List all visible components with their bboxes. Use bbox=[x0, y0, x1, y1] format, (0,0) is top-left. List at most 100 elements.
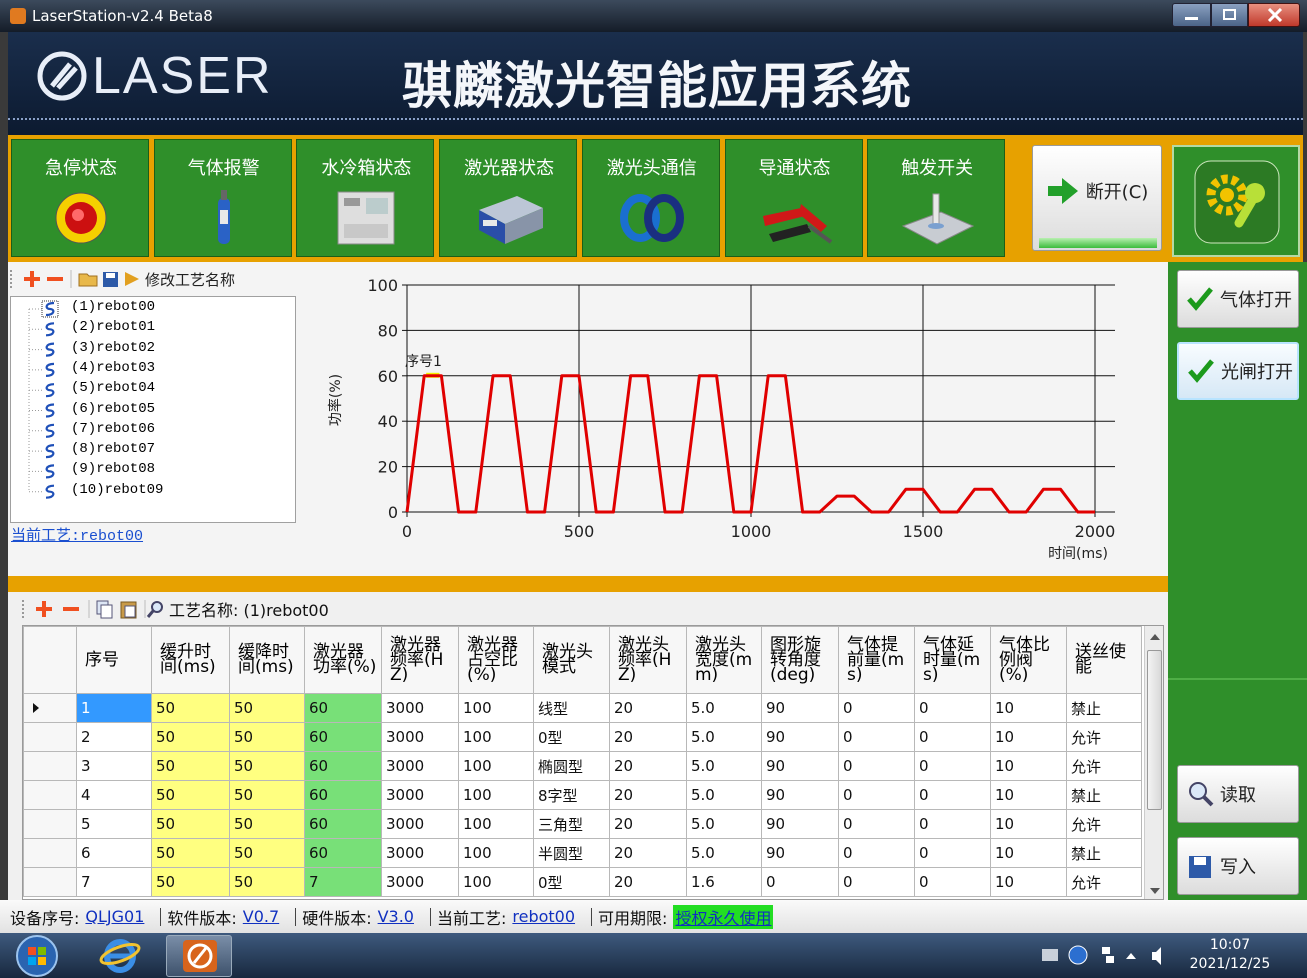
table-cell[interactable]: 20 bbox=[610, 781, 687, 810]
rename-tool[interactable] bbox=[125, 272, 139, 286]
table-cell[interactable]: 6 bbox=[77, 839, 152, 868]
table-cell[interactable]: 3000 bbox=[382, 781, 459, 810]
table-cell[interactable]: 60 bbox=[305, 694, 382, 723]
table-cell[interactable]: 禁止 bbox=[1067, 694, 1142, 723]
table-cell[interactable]: 0 bbox=[839, 810, 915, 839]
status-value[interactable]: V0.7 bbox=[243, 907, 287, 926]
table-cell[interactable]: 4 bbox=[77, 781, 152, 810]
column-header[interactable]: 送丝使能 bbox=[1067, 627, 1142, 694]
table-cell[interactable]: 50 bbox=[230, 752, 305, 781]
table-cell[interactable]: 10 bbox=[991, 868, 1067, 897]
column-header[interactable]: 缓降时间(ms) bbox=[230, 627, 305, 694]
table-cell[interactable]: 5.0 bbox=[687, 752, 762, 781]
table-cell[interactable]: 90 bbox=[762, 694, 839, 723]
table-cell[interactable]: 0 bbox=[839, 839, 915, 868]
control-button[interactable]: 光闸打开 bbox=[1177, 342, 1299, 400]
search-tool[interactable] bbox=[152, 602, 162, 612]
table-cell[interactable]: 10 bbox=[991, 752, 1067, 781]
app-task[interactable] bbox=[166, 935, 232, 977]
row-header[interactable] bbox=[24, 839, 77, 868]
column-header[interactable]: 激光器占空比(%) bbox=[459, 627, 534, 694]
table-cell[interactable]: 50 bbox=[230, 810, 305, 839]
column-header[interactable]: 激光器功率(%) bbox=[305, 627, 382, 694]
tree-item[interactable]: (3)rebot02 bbox=[71, 340, 155, 356]
minimize-button[interactable] bbox=[1172, 3, 1211, 27]
column-header[interactable]: 缓升时间(ms) bbox=[152, 627, 230, 694]
tree-item[interactable]: (6)rebot05 bbox=[71, 401, 155, 417]
scroll-up[interactable] bbox=[1150, 634, 1160, 640]
table-cell[interactable]: 60 bbox=[305, 839, 382, 868]
table-cell[interactable]: 100 bbox=[459, 810, 534, 839]
status-value[interactable]: QLJG01 bbox=[85, 907, 152, 926]
table-cell[interactable]: 20 bbox=[610, 810, 687, 839]
table-cell[interactable]: 0 bbox=[915, 752, 991, 781]
table-cell[interactable]: 90 bbox=[762, 810, 839, 839]
table-cell[interactable]: 允许 bbox=[1067, 868, 1142, 897]
table-cell[interactable]: 50 bbox=[152, 868, 230, 897]
table-cell[interactable]: 50 bbox=[230, 868, 305, 897]
row-header[interactable] bbox=[24, 868, 77, 897]
table-cell[interactable]: 10 bbox=[991, 781, 1067, 810]
table-cell[interactable]: 50 bbox=[152, 694, 230, 723]
column-header[interactable]: 激光头宽度(mm) bbox=[687, 627, 762, 694]
status-value[interactable]: rebot00 bbox=[512, 907, 583, 926]
table-cell[interactable]: 100 bbox=[459, 839, 534, 868]
table-cell[interactable]: 20 bbox=[610, 839, 687, 868]
status-value[interactable]: V3.0 bbox=[378, 907, 422, 926]
table-cell[interactable]: 0 bbox=[915, 723, 991, 752]
table-cell[interactable]: 60 bbox=[305, 723, 382, 752]
table-cell[interactable]: 0型 bbox=[534, 868, 610, 897]
table-cell[interactable]: 1.6 bbox=[687, 868, 762, 897]
control-button[interactable]: 读取 bbox=[1177, 765, 1299, 823]
tree-item[interactable]: (4)rebot03 bbox=[71, 360, 155, 376]
column-header[interactable]: 气体提前量(ms) bbox=[839, 627, 915, 694]
tree-item[interactable]: (8)rebot07 bbox=[71, 441, 155, 457]
row-header[interactable] bbox=[24, 781, 77, 810]
table-cell[interactable]: 90 bbox=[762, 723, 839, 752]
table-cell[interactable]: 半圆型 bbox=[534, 839, 610, 868]
table-cell[interactable]: 90 bbox=[762, 781, 839, 810]
table-cell[interactable]: 60 bbox=[305, 781, 382, 810]
column-header[interactable]: 气体延时量(ms) bbox=[915, 627, 991, 694]
add-tool[interactable] bbox=[24, 271, 40, 287]
control-button[interactable]: 写入 bbox=[1177, 837, 1299, 895]
table-cell[interactable]: 线型 bbox=[534, 694, 610, 723]
table-cell[interactable]: 禁止 bbox=[1067, 781, 1142, 810]
column-header[interactable]: 气体比例阀(%) bbox=[991, 627, 1067, 694]
table-cell[interactable]: 椭圆型 bbox=[534, 752, 610, 781]
tree-item[interactable]: (10)rebot09 bbox=[71, 482, 163, 498]
table-cell[interactable]: 50 bbox=[230, 694, 305, 723]
table-cell[interactable]: 90 bbox=[762, 752, 839, 781]
table-cell[interactable]: 90 bbox=[762, 839, 839, 868]
table-cell[interactable]: 2 bbox=[77, 723, 152, 752]
maximize-button[interactable] bbox=[1211, 3, 1248, 27]
table-cell[interactable]: 50 bbox=[152, 781, 230, 810]
row-header[interactable] bbox=[24, 810, 77, 839]
tree-item[interactable]: (9)rebot08 bbox=[71, 461, 155, 477]
table-cell[interactable]: 20 bbox=[610, 752, 687, 781]
column-header[interactable]: 激光器频率(HZ) bbox=[382, 627, 459, 694]
table-cell[interactable]: 5 bbox=[77, 810, 152, 839]
table-cell[interactable]: 允许 bbox=[1067, 810, 1142, 839]
table-cell[interactable]: 5.0 bbox=[687, 839, 762, 868]
tree-item[interactable]: (1)rebot00 bbox=[71, 299, 155, 315]
table-cell[interactable]: 0 bbox=[915, 868, 991, 897]
table-cell[interactable]: 0 bbox=[915, 839, 991, 868]
table-cell[interactable]: 50 bbox=[230, 781, 305, 810]
table-cell[interactable]: 50 bbox=[152, 723, 230, 752]
column-header[interactable]: 激光头模式 bbox=[534, 627, 610, 694]
table-cell[interactable]: 10 bbox=[991, 723, 1067, 752]
table-cell[interactable]: 100 bbox=[459, 752, 534, 781]
control-button[interactable]: 气体打开 bbox=[1177, 270, 1299, 328]
current-process-link[interactable]: 当前工艺:rebot00 bbox=[11, 524, 143, 545]
ie-icon[interactable] bbox=[98, 937, 142, 975]
table-cell[interactable]: 5.0 bbox=[687, 723, 762, 752]
table-cell[interactable]: 0 bbox=[839, 723, 915, 752]
settings-tile[interactable] bbox=[1172, 145, 1300, 257]
table-cell[interactable]: 3000 bbox=[382, 752, 459, 781]
row-header[interactable] bbox=[24, 723, 77, 752]
